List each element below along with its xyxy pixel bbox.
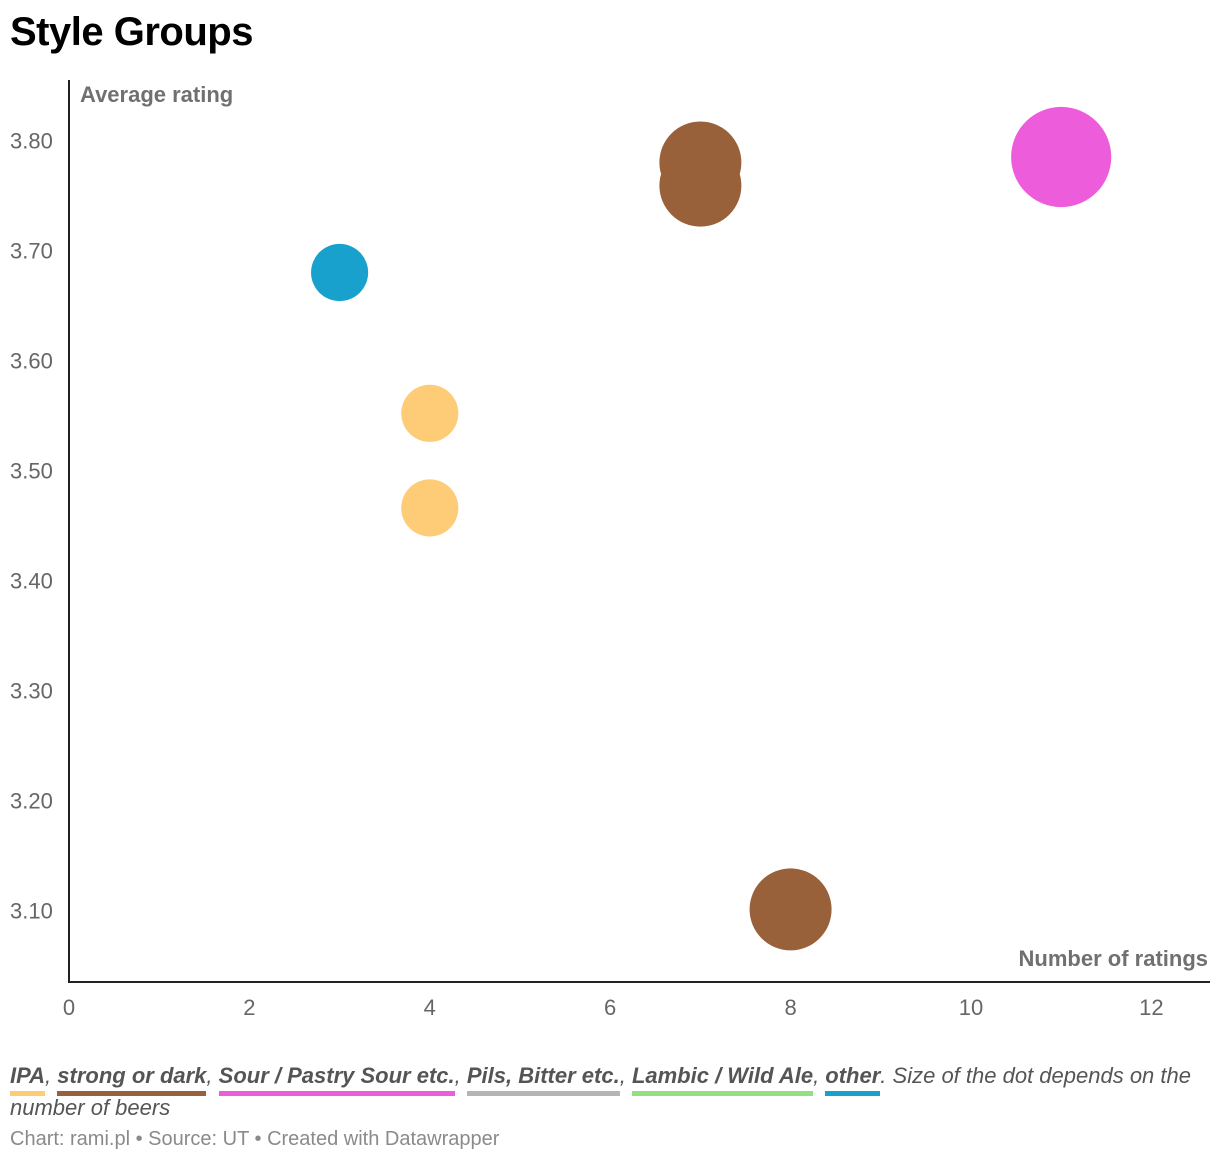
data-point[interactable]: IPA <box>401 479 459 537</box>
x-tick-label: 0 <box>63 995 75 1020</box>
footer-chart-by[interactable]: Chart: rami.pl <box>10 1128 131 1150</box>
legend-item-strong-or-dark: strong or dark <box>57 1062 207 1096</box>
legend-item-lambic: Lambic / Wild Ale <box>631 1062 814 1096</box>
footer-created-with[interactable]: Created with Datawrapper <box>267 1128 500 1150</box>
legend-swatch-strong-or-dark <box>57 1091 207 1096</box>
x-tick-label: 4 <box>424 995 436 1020</box>
x-tick-label: 8 <box>784 995 796 1020</box>
x-tick-label: 10 <box>959 995 983 1020</box>
y-tick-label: 3.80 <box>10 129 53 154</box>
footer-source[interactable]: Source: UT <box>148 1128 249 1150</box>
data-point[interactable]: strong or dark <box>659 144 742 227</box>
data-point[interactable]: other <box>311 243 369 302</box>
legend-swatch-pils <box>466 1091 620 1096</box>
legend-swatch-sour <box>218 1091 455 1096</box>
y-tick-label: 3.70 <box>10 239 53 264</box>
data-point[interactable]: Sour / Pastry Sour etc. <box>1011 106 1112 208</box>
legend-item-sour: Sour / Pastry Sour etc. <box>218 1062 455 1096</box>
scatter-chart: 3.10 3.20 3.30 3.40 3.50 3.60 3.70 3.80 0 2 4 6 8 10… <box>10 80 1210 1020</box>
y-tick-label: 3.60 <box>10 349 53 374</box>
legend: IPA, strong or dark, Sour / Pastry Sour … <box>10 1062 1191 1120</box>
legend-note: Size of the dot depends on the number of… <box>10 1063 1191 1120</box>
x-axis-label: Number of ratings <box>1019 946 1208 971</box>
x-axis-ticks: 0 2 4 6 8 10 12 <box>63 995 1164 1020</box>
x-tick-label: 2 <box>243 995 255 1020</box>
legend-item-pils: Pils, Bitter etc. <box>466 1062 620 1096</box>
data-point[interactable]: strong or dark <box>749 868 832 951</box>
y-axis-ticks: 3.10 3.20 3.30 3.40 3.50 3.60 3.70 3.80 <box>10 129 53 924</box>
x-tick-label: 12 <box>1139 995 1163 1020</box>
y-tick-label: 3.40 <box>10 569 53 594</box>
chart-title: Style Groups <box>10 10 253 54</box>
legend-item-ipa: IPA <box>10 1062 46 1096</box>
y-axis-label: Average rating <box>80 82 233 107</box>
data-points: IPAIPAstrong or darkstrong or darkstrong… <box>311 106 1112 951</box>
data-point[interactable]: IPA <box>401 384 459 442</box>
footer: Chart: rami.pl • Source: UT • Created wi… <box>10 1128 500 1150</box>
legend-swatch-ipa <box>10 1091 46 1096</box>
y-tick-label: 3.20 <box>10 789 53 814</box>
y-tick-label: 3.10 <box>10 899 53 924</box>
x-tick-label: 6 <box>604 995 616 1020</box>
y-tick-label: 3.30 <box>10 679 53 704</box>
legend-swatch-other <box>825 1091 881 1096</box>
y-tick-label: 3.50 <box>10 459 53 484</box>
legend-swatch-lambic <box>631 1091 814 1096</box>
legend-item-other: other <box>825 1062 881 1096</box>
